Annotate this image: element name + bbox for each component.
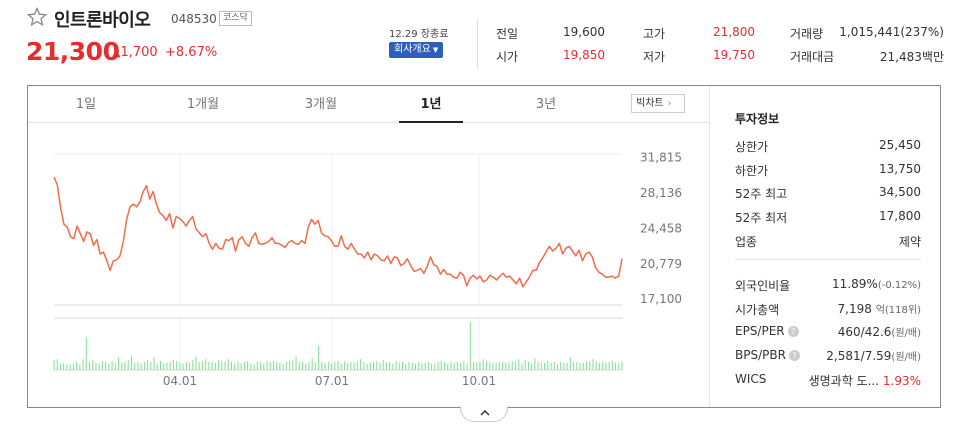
prev-close-label: 전일 bbox=[496, 27, 519, 41]
turnover-value: 21,483백만 bbox=[879, 50, 944, 64]
prev-close-value: 19,600 bbox=[563, 25, 605, 39]
open-label: 시가 bbox=[496, 50, 519, 64]
big-chart-button[interactable]: 빅차트 › bbox=[631, 94, 685, 113]
tab-3m[interactable]: 3개월 bbox=[304, 97, 338, 112]
lower-limit-row: 하한가 13,750 bbox=[735, 162, 921, 178]
header-divider bbox=[477, 18, 478, 70]
tab-1m[interactable]: 1개월 bbox=[186, 97, 220, 112]
low-52w-row: 52주 최저 17,800 bbox=[735, 209, 921, 225]
company-overview-button[interactable]: 회사개요 ▼ bbox=[389, 42, 443, 58]
low-label: 저가 bbox=[643, 50, 666, 64]
eps-per-row: EPS/PER? 460/42.6(원/배) bbox=[735, 324, 921, 339]
price-line bbox=[53, 176, 623, 288]
wics-sector-link[interactable]: 생명과학 도... bbox=[808, 374, 880, 388]
y-tick-label: 17,100 bbox=[640, 292, 682, 306]
volume-label: 거래량 bbox=[790, 27, 824, 41]
y-tick-label: 28,136 bbox=[640, 186, 682, 200]
x-tick-label: 10.01 bbox=[462, 374, 496, 388]
tab-1y[interactable]: 1년 bbox=[399, 86, 463, 123]
foreign-ratio-row: 외국인비율 11.89%(-0.12%) bbox=[735, 277, 921, 293]
tab-1d[interactable]: 1일 bbox=[75, 97, 97, 112]
bps-pbr-row: BPS/PBR? 2,581/7.59(원/배) bbox=[735, 348, 921, 363]
caret-down-icon: ▼ bbox=[432, 46, 439, 54]
y-tick-label: 24,458 bbox=[640, 221, 682, 235]
low-value: 19,750 bbox=[713, 48, 755, 62]
investment-info: 투자정보 상한가 25,450 하한가 13,750 52주 최고 34,500 52… bbox=[710, 86, 940, 407]
help-icon[interactable]: ? bbox=[788, 350, 800, 361]
star-icon[interactable] bbox=[27, 7, 47, 27]
stock-header: 인트론바이오 048530 코스닥 21,300 ▲1,700 +8.67% 1… bbox=[0, 0, 964, 80]
wics-row: WICS 생명과학 도... 1.93% bbox=[735, 372, 921, 388]
up-arrow-icon: ▲ bbox=[112, 46, 121, 59]
sector-row: 업종 제약 bbox=[735, 235, 921, 249]
high-label: 고가 bbox=[643, 27, 666, 41]
high-52w-row: 52주 최고 34,500 bbox=[735, 185, 921, 201]
chart-panel: 1일 1개월 3개월 1년 3년 빅차트 › 31,815 28,136 24,458… bbox=[27, 85, 941, 408]
price-change: ▲1,700 bbox=[112, 45, 158, 60]
info-divider bbox=[735, 259, 921, 260]
price-chart[interactable]: 31,815 28,136 24,458 20,779 17,100 04.01 07.01… bbox=[28, 123, 709, 407]
open-value: 19,850 bbox=[563, 48, 605, 62]
high-value: 21,800 bbox=[713, 25, 755, 39]
stock-code: 048530 bbox=[171, 12, 217, 26]
current-price: 21,300 bbox=[26, 37, 120, 66]
market-cap-row: 시가총액 7,198 억(118위) bbox=[735, 302, 921, 317]
y-tick-label: 20,779 bbox=[640, 257, 682, 271]
market-badge: 코스닥 bbox=[219, 11, 252, 26]
stock-name: 인트론바이오 bbox=[54, 10, 151, 31]
period-tabs: 1일 1개월 3개월 1년 3년 빅차트 › bbox=[28, 86, 709, 123]
x-tick-label: 07.01 bbox=[315, 374, 349, 388]
y-tick-label: 31,815 bbox=[640, 151, 682, 165]
close-date: 12.29 장종료 bbox=[389, 29, 449, 40]
collapse-toggle[interactable] bbox=[460, 406, 508, 422]
tab-3y[interactable]: 3년 bbox=[535, 97, 557, 112]
help-icon[interactable]: ? bbox=[787, 326, 799, 337]
upper-limit-row: 상한가 25,450 bbox=[735, 138, 921, 154]
chevron-right-icon: › bbox=[667, 98, 672, 109]
info-title: 투자정보 bbox=[735, 112, 780, 126]
volume-value: 1,015,441(237%) bbox=[839, 25, 944, 39]
turnover-label: 거래대금 bbox=[790, 50, 835, 64]
change-rate: +8.67% bbox=[165, 45, 218, 60]
panel-divider bbox=[709, 86, 710, 407]
chevron-up-icon bbox=[480, 409, 490, 416]
x-tick-label: 04.01 bbox=[163, 374, 197, 388]
